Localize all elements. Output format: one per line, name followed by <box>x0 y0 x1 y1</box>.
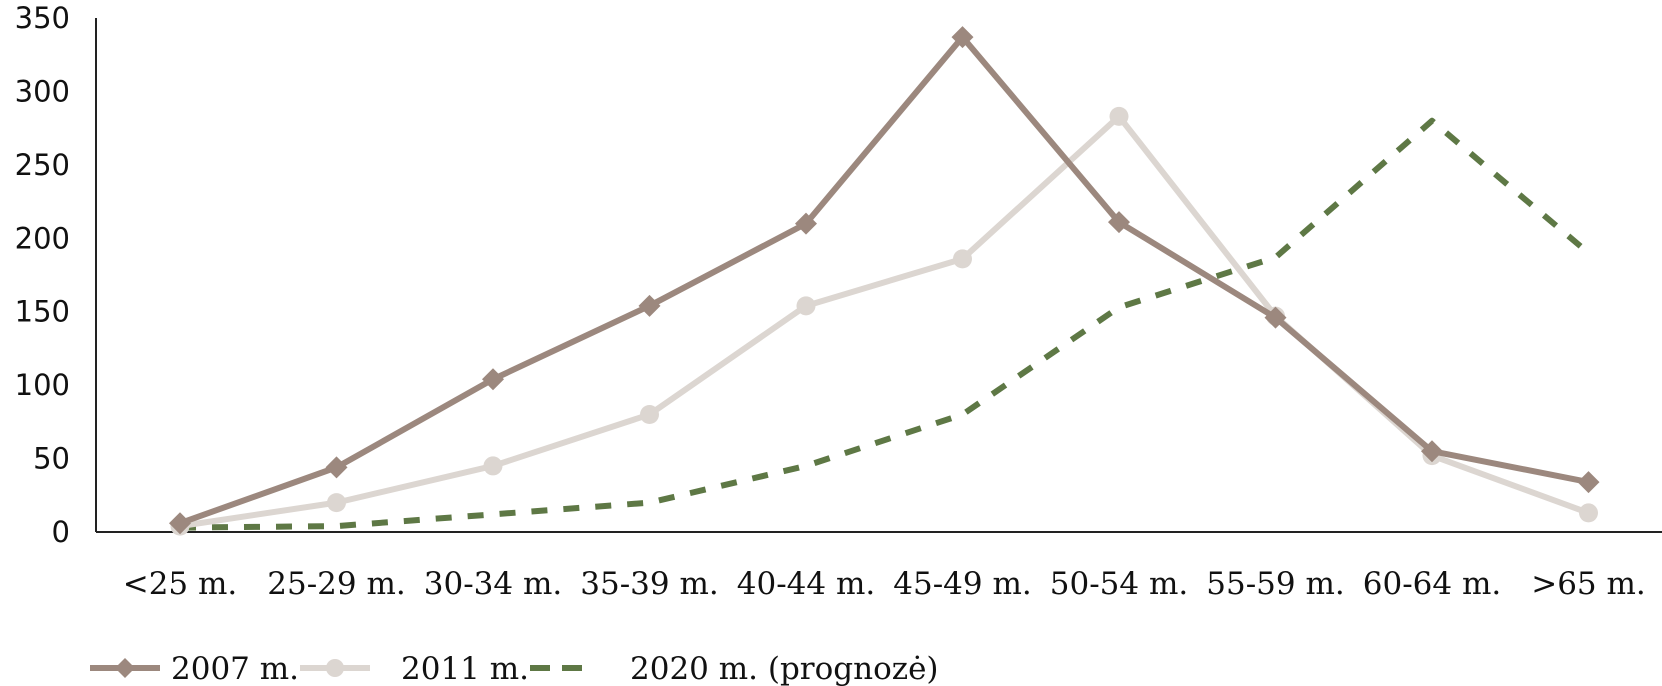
y-tick-label-300: 300 <box>15 74 70 108</box>
series-line-2007-m <box>178 34 1590 527</box>
x-tick-label-25-m: <25 m. <box>123 566 238 602</box>
point-2007-m-1 <box>325 456 348 479</box>
legend-marker-2007-m <box>115 658 135 678</box>
point-2007-m-2 <box>482 368 504 391</box>
y-tick-labels: 0 50 100 150 200 250 300 350 <box>15 1 70 549</box>
legend-label-2020-m-prognoz: 2020 m. (prognozė) <box>630 651 939 686</box>
y-tick-label-350: 350 <box>15 1 70 35</box>
point-2011-m-6 <box>1109 106 1129 126</box>
legend-item-2007-m: 2007 m. <box>90 651 299 686</box>
x-tick-label-65-m: >65 m. <box>1531 566 1646 602</box>
y-tick-label-50: 50 <box>33 442 70 476</box>
point-2007-m-3 <box>638 294 661 317</box>
y-tick-label-100: 100 <box>15 368 70 402</box>
y-tick-label-250: 250 <box>15 148 70 182</box>
point-2011-m-5 <box>953 249 972 269</box>
series-2007-m <box>169 26 1600 535</box>
axes <box>95 18 1662 533</box>
series-layer <box>169 26 1600 536</box>
point-2011-m-1 <box>327 493 346 513</box>
y-tick-label-0: 0 <box>52 515 70 549</box>
point-2007-m-9 <box>1577 471 1600 494</box>
x-tick-label-45-49-m: 45-49 m. <box>893 566 1031 602</box>
legend-item-2011-m: 2011 m. <box>300 651 529 686</box>
legend-label-2007-m: 2007 m. <box>171 651 299 686</box>
x-tick-label-55-59-m: 55-59 m. <box>1206 566 1344 602</box>
point-2011-m-9 <box>1579 503 1598 523</box>
point-2007-m-6 <box>1108 211 1130 234</box>
point-2007-m-0 <box>169 512 191 535</box>
point-2011-m-2 <box>483 456 503 476</box>
legend: 2007 m. 2011 m. 2020 m. (prognozė) <box>90 651 939 686</box>
point-2007-m-7 <box>1264 306 1287 329</box>
point-2007-m-4 <box>795 212 817 235</box>
legend-item-2020-m-prognoz: 2020 m. (prognozė) <box>530 651 939 686</box>
point-2007-m-5 <box>951 26 974 49</box>
y-tick-label-150: 150 <box>15 295 70 329</box>
legend-marker-2011-m <box>326 659 344 677</box>
series-line-2011-m <box>179 113 1590 530</box>
legend-label-2011-m: 2011 m. <box>401 651 529 686</box>
x-tick-label-30-34-m: 30-34 m. <box>424 566 562 602</box>
y-tick-label-200: 200 <box>15 221 70 255</box>
x-tick-label-25-29-m: 25-29 m. <box>267 566 405 602</box>
x-tick-label-40-44-m: 40-44 m. <box>737 566 875 602</box>
series-2020-m-prognoz <box>179 117 1591 531</box>
series-2011-m <box>170 106 1598 536</box>
point-2011-m-4 <box>796 296 816 316</box>
series-line-2020-m-prognoz <box>179 117 1591 531</box>
x-tick-label-50-54-m: 50-54 m. <box>1050 566 1188 602</box>
x-tick-label-35-39-m: 35-39 m. <box>580 566 718 602</box>
point-2011-m-3 <box>640 405 659 425</box>
x-tick-labels: <25 m. 25-29 m. 30-34 m. 35-39 m. 40-44 m. 45… <box>123 566 1646 602</box>
point-2007-m-8 <box>1421 440 1443 463</box>
x-tick-label-60-64-m: 60-64 m. <box>1363 566 1501 602</box>
